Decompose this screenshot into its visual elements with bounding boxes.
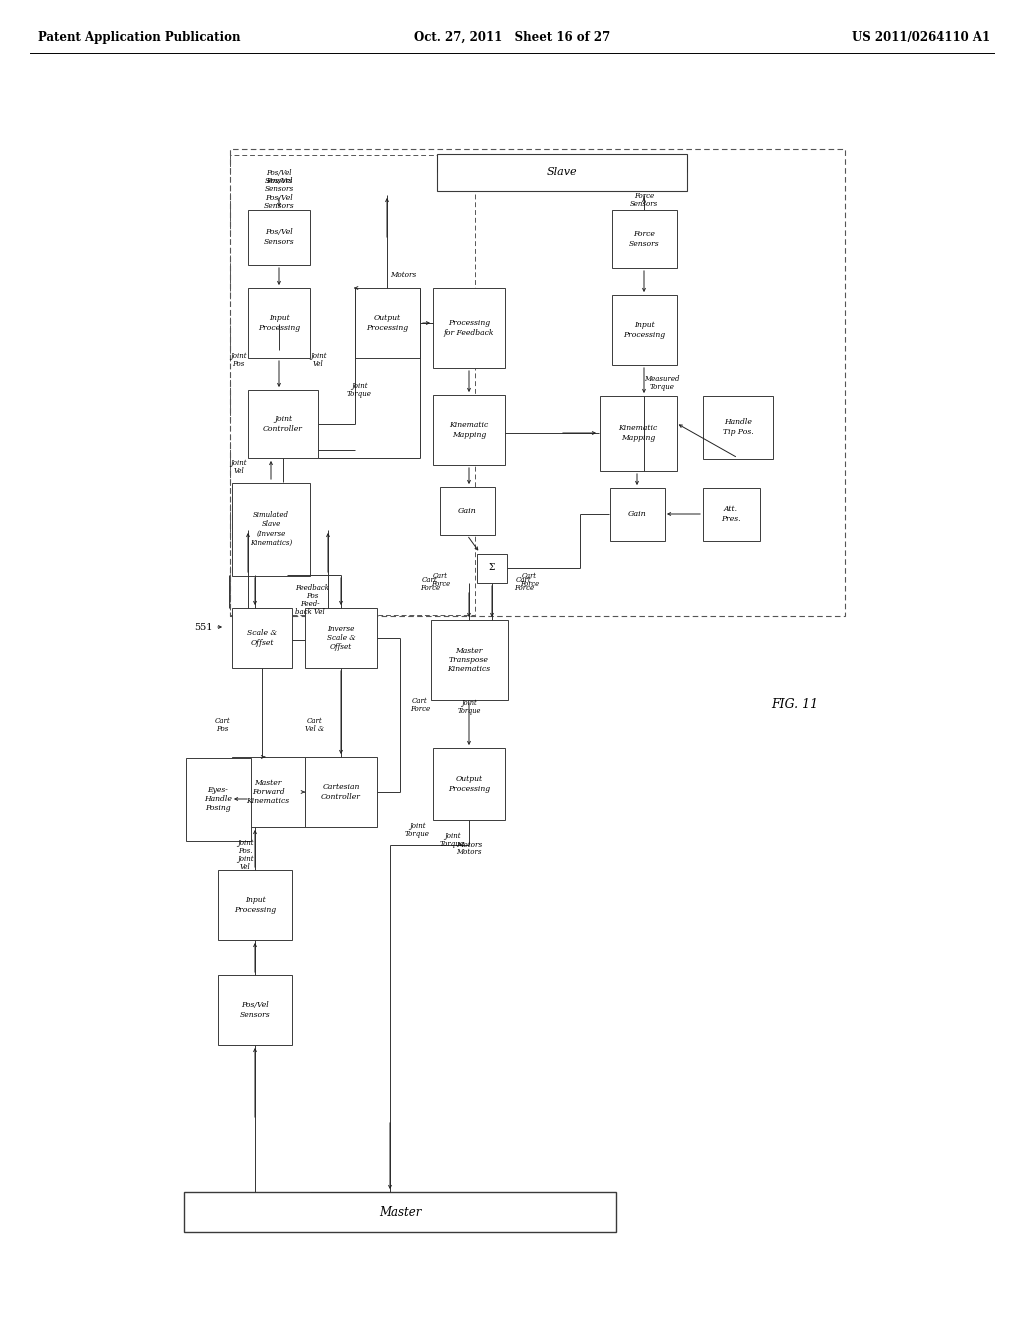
Text: Feed-
back Vel: Feed- back Vel [295, 599, 325, 616]
Text: Master
Transpose
Kinematics: Master Transpose Kinematics [447, 647, 490, 673]
Bar [477, 553, 507, 582]
Text: Pos/Vel
Sensors: Pos/Vel Sensors [264, 177, 294, 194]
Text: Att.
Pres.: Att. Pres. [721, 506, 740, 523]
Bar [611, 294, 677, 366]
Bar [433, 748, 505, 820]
Bar [305, 756, 377, 828]
Text: Cart
Force: Cart Force [410, 697, 430, 713]
Text: Scale &
Offset: Scale & Offset [247, 630, 278, 647]
Text: Force
Sensors: Force Sensors [629, 231, 659, 248]
Text: Cart
Vel &: Cart Vel & [305, 717, 325, 734]
Bar [437, 153, 687, 190]
Text: Master
Forward
Kinematics: Master Forward Kinematics [247, 779, 290, 805]
Text: Joint
Torque: Joint Torque [440, 832, 465, 849]
Bar [433, 395, 505, 465]
Text: Cartesian
Controller: Cartesian Controller [322, 783, 360, 801]
Bar [248, 389, 318, 458]
Text: Pos/Vel
Sensors: Pos/Vel Sensors [264, 194, 294, 210]
Text: Motors: Motors [456, 841, 482, 849]
Bar [229, 154, 474, 615]
Text: Joint
Vel: Joint Vel [310, 351, 327, 368]
Text: Kinematic
Mapping: Kinematic Mapping [450, 421, 488, 438]
Text: Inverse
Scale &
Offset: Inverse Scale & Offset [327, 624, 355, 651]
Text: Master: Master [379, 1205, 421, 1218]
Text: Input
Processing: Input Processing [258, 314, 300, 331]
Bar [430, 620, 508, 700]
Bar [248, 288, 310, 358]
Text: Eyes-
Handle
Posing: Eyes- Handle Posing [204, 785, 232, 812]
Bar [184, 1192, 616, 1232]
Bar [218, 975, 292, 1045]
Bar [232, 609, 292, 668]
Text: US 2011/0264110 A1: US 2011/0264110 A1 [852, 30, 990, 44]
Text: Processing
for Feedback: Processing for Feedback [443, 319, 495, 337]
Bar [185, 758, 251, 841]
Text: Input
Processing: Input Processing [233, 896, 276, 913]
Text: Motors: Motors [390, 271, 416, 279]
Text: Cart
Pos: Cart Pos [214, 717, 230, 734]
Bar [248, 210, 310, 264]
Text: Force
Sensors: Force Sensors [630, 191, 658, 209]
Bar [439, 487, 495, 535]
Text: Cart
Force: Cart Force [420, 576, 440, 593]
Text: Pos/Vel
Sensors: Pos/Vel Sensors [265, 169, 293, 185]
Bar [433, 288, 505, 368]
Text: Joint
Torque: Joint Torque [347, 381, 372, 399]
Text: Σ: Σ [488, 564, 496, 573]
Bar [232, 483, 310, 576]
Bar [229, 149, 845, 615]
Bar [599, 396, 677, 470]
Text: Pos/Vel
Sensors: Pos/Vel Sensors [264, 228, 294, 246]
Text: Measured
Torque: Measured Torque [644, 375, 680, 392]
Text: Pos/Vel
Sensors: Pos/Vel Sensors [240, 1002, 270, 1019]
Bar [231, 756, 304, 828]
Text: Motors: Motors [457, 847, 481, 855]
Text: Oct. 27, 2011   Sheet 16 of 27: Oct. 27, 2011 Sheet 16 of 27 [414, 30, 610, 44]
Text: Slave: Slave [547, 168, 578, 177]
Text: Gain: Gain [458, 507, 476, 515]
Bar [609, 487, 665, 540]
Text: Cart
Force: Cart Force [431, 572, 450, 589]
Text: Simulated
Slave
(Inverse
Kinematics): Simulated Slave (Inverse Kinematics) [250, 511, 292, 546]
Bar [703, 396, 773, 458]
Text: Handle
Tip Pos.: Handle Tip Pos. [723, 418, 754, 436]
Text: Joint
Torque: Joint Torque [406, 821, 430, 838]
Text: Output
Processing: Output Processing [366, 314, 408, 331]
Bar [218, 870, 292, 940]
Text: Cart
Force: Cart Force [514, 576, 535, 593]
Text: Input
Processing: Input Processing [623, 321, 665, 339]
Text: Gain: Gain [628, 510, 646, 517]
Bar [305, 609, 377, 668]
Bar [702, 487, 760, 540]
Text: Feedback
Pos: Feedback Pos [295, 583, 329, 601]
Text: Joint
Controller: Joint Controller [263, 416, 303, 433]
Text: Output
Processing: Output Processing [447, 775, 490, 792]
Text: Joint
Vel: Joint Vel [237, 854, 254, 871]
Text: Kinematic
Mapping: Kinematic Mapping [618, 425, 657, 442]
Text: Patent Application Publication: Patent Application Publication [38, 30, 241, 44]
Text: Cart
Force: Cart Force [520, 572, 539, 589]
Text: Joint
Pos: Joint Pos [230, 351, 247, 368]
Text: Joint
Torque: Joint Torque [458, 698, 480, 715]
Bar [611, 210, 677, 268]
Text: Joint
Vel: Joint Vel [230, 458, 247, 475]
Text: FIG. 11: FIG. 11 [771, 698, 818, 711]
Bar [354, 288, 420, 358]
Text: Joint
Pos.: Joint Pos. [237, 838, 254, 855]
Text: 551: 551 [195, 623, 213, 631]
